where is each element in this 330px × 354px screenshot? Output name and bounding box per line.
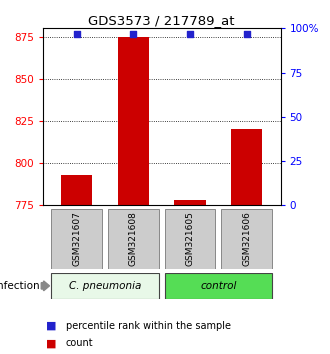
- Bar: [51, 273, 159, 299]
- Bar: [165, 209, 215, 269]
- Title: GDS3573 / 217789_at: GDS3573 / 217789_at: [88, 14, 235, 27]
- Text: percentile rank within the sample: percentile rank within the sample: [66, 321, 231, 331]
- Bar: [231, 130, 262, 205]
- Bar: [165, 273, 272, 299]
- Text: GSM321608: GSM321608: [129, 211, 138, 267]
- Point: [74, 31, 80, 36]
- Bar: [51, 209, 102, 269]
- Text: C. pneumonia: C. pneumonia: [69, 281, 141, 291]
- Bar: [221, 209, 272, 269]
- Bar: [175, 200, 206, 205]
- Text: count: count: [66, 338, 94, 348]
- Text: GSM321605: GSM321605: [185, 211, 194, 267]
- Bar: [108, 209, 159, 269]
- Text: infection: infection: [0, 281, 40, 291]
- Point: [187, 31, 193, 36]
- Text: GSM321606: GSM321606: [242, 211, 251, 267]
- Text: ■: ■: [46, 321, 57, 331]
- Point: [131, 31, 136, 36]
- Bar: [118, 37, 149, 205]
- Point: [244, 31, 249, 36]
- Text: ■: ■: [46, 338, 57, 348]
- Bar: [61, 175, 92, 205]
- Text: control: control: [200, 281, 237, 291]
- Text: GSM321607: GSM321607: [72, 211, 81, 267]
